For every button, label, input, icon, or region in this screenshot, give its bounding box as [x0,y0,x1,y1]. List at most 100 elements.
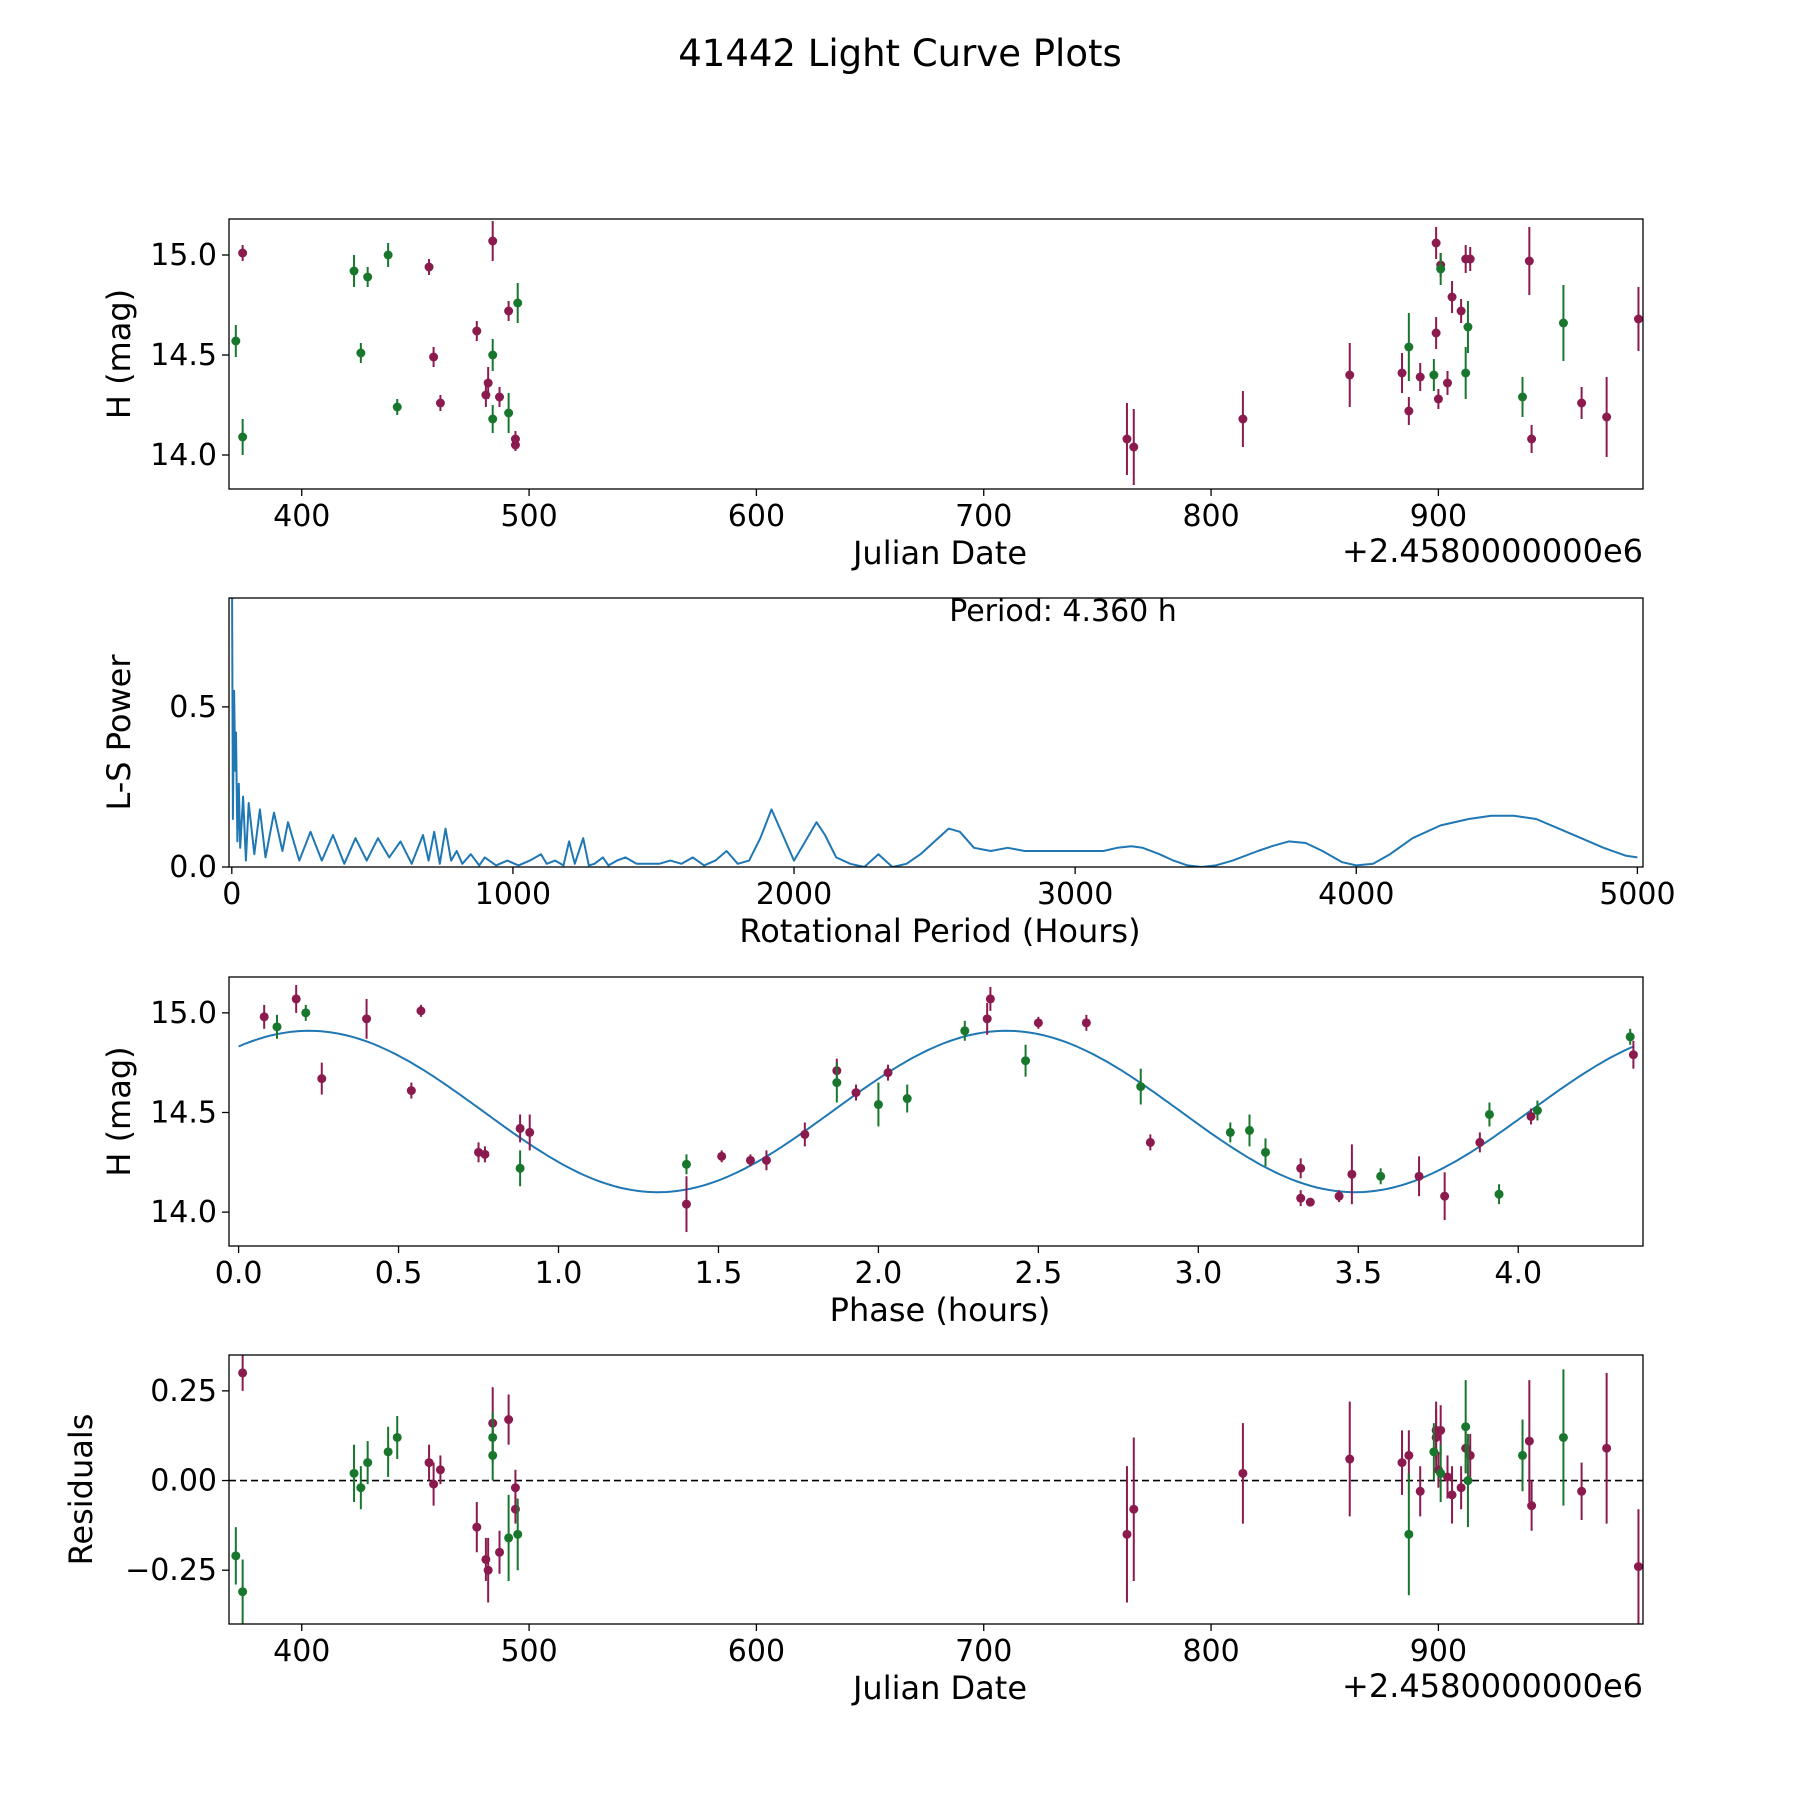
y-axis-label: H (mag) [100,1046,138,1176]
data-point [510,440,520,450]
period-annotation: Period: 4.360 h [949,594,1177,629]
data-point [488,1450,498,1460]
y-tick-label: 0.25 [150,1374,217,1409]
x-tick-label: 1.0 [535,1256,583,1291]
data-point [681,1159,691,1169]
data-point [1225,1127,1235,1137]
data-point [1238,414,1248,424]
data-point [238,432,248,442]
y-axis-label: Residuals [62,1414,100,1566]
data-point [488,350,498,360]
data-point [1404,1450,1414,1460]
x-tick-label: 800 [1182,1634,1239,1669]
data-point [982,1014,992,1024]
data-point [1345,1454,1355,1464]
data-point [480,1149,490,1159]
plot-area-resid [229,1355,1643,1624]
data-point [1145,1137,1155,1147]
y-axis-label: L-S Power [100,654,138,811]
x-tick-label: 2000 [756,877,832,912]
data-point [231,1551,241,1561]
data-point [424,262,434,272]
panel-resid: 400 500 600 700 800 900 −0.25 0.00 0.25 Julian Da… [62,1354,1644,1707]
x-tick-label: 600 [728,1634,785,1669]
figure-title: 41442 Light Curve Plots [678,32,1122,75]
data-point [1526,1111,1536,1121]
data-point [1404,406,1414,416]
data-point [985,994,995,1004]
data-point [435,398,445,408]
data-point [291,994,301,1004]
data-point [363,1458,373,1468]
data-point [1376,1171,1386,1181]
data-point [1261,1147,1271,1157]
data-point [356,348,366,358]
x-tick-label: 4000 [1318,877,1394,912]
x-tick-label: 3.5 [1334,1256,1382,1291]
data-point [1456,306,1466,316]
data-point [483,1565,493,1575]
data-point [504,306,514,316]
y-tick-label: 15.0 [150,238,217,273]
data-point [515,1163,525,1173]
data-point [231,336,241,346]
panel-lc: 400 500 600 700 800 900 14.0 14.5 15.0 Julian Dat… [100,218,1644,572]
data-point [513,1529,523,1539]
y-tick-label: −0.25 [125,1553,217,1588]
data-point [1475,1137,1485,1147]
data-point [1429,1447,1439,1457]
data-point [429,1479,439,1489]
data-point [1461,368,1471,378]
data-point [272,1022,282,1032]
data-point [525,1127,535,1137]
data-point [513,298,523,308]
panel-phase: 0.0 0.5 1.0 1.5 2.0 2.5 3.0 3.5 4.0 14.0 14.5 15.0 P… [100,976,1644,1329]
axes-frame [228,976,1644,1247]
data-point [510,1483,520,1493]
x-axis-label: Phase (hours) [830,1291,1051,1329]
axes-frame [228,597,1644,868]
x-tick-label: 3.0 [1174,1256,1222,1291]
y-tick-label: 15.0 [150,996,217,1031]
y-tick-label: 14.0 [150,1195,217,1230]
x-tick-label: 4.0 [1494,1256,1542,1291]
data-point [392,402,402,412]
data-point [1129,442,1139,452]
data-point [488,236,498,246]
data-point [504,1533,514,1543]
data-point [800,1129,810,1139]
data-point [362,1014,372,1024]
data-point [238,248,248,258]
data-point [483,378,493,388]
data-point [259,1012,269,1022]
data-point [1129,1504,1139,1514]
y-tick-label: 0.5 [169,690,217,725]
data-point [1628,1050,1638,1060]
plot-area-phase [238,984,1638,1233]
data-point [1577,398,1587,408]
data-point [317,1074,327,1084]
data-point [832,1078,842,1088]
data-point [301,1008,311,1018]
data-point [1136,1082,1146,1092]
data-point [1577,1486,1587,1496]
x-tick-label: 2.5 [1015,1256,1063,1291]
data-point [1633,314,1643,324]
data-point [238,1368,248,1378]
y-tick-label: 14.5 [150,1095,217,1130]
data-point [349,1468,359,1478]
data-point [902,1094,912,1104]
y-tick-label: 14.5 [150,338,217,373]
data-point [1558,1432,1568,1442]
x-tick-label: 3000 [1037,877,1113,912]
data-point [392,1432,402,1442]
y-tick-label: 0.0 [169,850,217,885]
axes-frame [228,218,1644,490]
x-tick-label: 500 [500,499,557,534]
x-tick-label: 0 [222,877,241,912]
data-point [1033,1018,1043,1028]
data-point [1436,264,1446,274]
x-tick-label: 400 [273,499,330,534]
data-point [1602,1443,1612,1453]
data-point [1494,1189,1504,1199]
